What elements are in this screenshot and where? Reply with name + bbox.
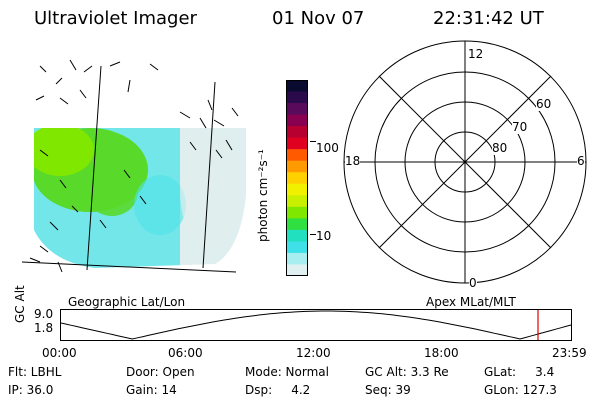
date-label: 01 Nov 07 [272,8,365,29]
gc-alt-status: GC Alt: 3.3 Re [365,365,449,379]
colorbar-segment [286,160,308,173]
mlt-label-0: 0 [469,276,477,290]
aurora-image [34,128,246,268]
lat-label-60: 60 [536,97,552,111]
colorbar-segment [286,80,308,93]
colorbar-border [286,80,308,276]
colorbar-unit-label: photon cm⁻²s⁻¹ [256,149,270,242]
colorbar-segment [286,218,308,231]
colorbar-segment [286,183,308,196]
colorbar-segment [286,172,308,185]
altitude-curve [60,310,572,340]
colorbar-segment [286,137,308,150]
orbit-xtick-2359: 23:59 [552,346,587,360]
orbit-ytick-9: 9.0 [34,307,54,321]
colorbar-segment [286,91,308,104]
orbit-altitude-plot [60,309,572,341]
polar-plot [343,40,587,284]
lat-label-80: 80 [492,141,508,155]
colorbar-segment [286,195,308,208]
map-panel-label: Geographic Lat/Lon [68,295,186,309]
mlt-label-6: 6 [577,154,585,168]
colorbar-tick-10 [310,234,316,235]
glat-status: GLat: 3.4 [484,365,555,379]
polar-diagonal-2 [378,75,552,249]
seq-status: Seq: 39 [365,383,411,397]
dsp-status: Dsp: 4.2 [245,383,311,397]
orbit-axis-title: GC Alt [13,285,27,323]
orbit-xtick-0600: 06:00 [168,346,203,360]
ip-status: IP: 36.0 [8,383,54,397]
instrument-title: Ultraviolet Imager [34,8,197,29]
colorbar-segment [286,264,308,277]
coastline-fragments [29,59,239,273]
time-label: 22:31:42 UT [433,8,544,29]
colorbar-tick-100 [310,141,316,142]
lat-label-70: 70 [512,120,528,134]
lat-lon-grid [21,65,237,273]
geographic-map [21,59,246,273]
colorbar-segment [286,126,308,139]
glon-status: GLon: 127.3 [484,383,557,397]
orbit-xtick-1200: 12:00 [296,346,331,360]
polar-panel-label: Apex MLat/MLT [426,295,516,309]
colorbar-segment [286,229,308,243]
orbit-xtick-0000: 00:00 [42,346,77,360]
colorbar-gradient [286,80,308,277]
gain-status: Gain: 14 [126,383,177,397]
mlt-label-18: 18 [345,154,361,168]
colorbar-segment [286,241,308,254]
colorbar [286,80,308,277]
filter-status: Flt: LBHL [8,365,62,379]
colorbar-segment [286,206,308,219]
colorbar-segment [286,149,308,162]
mlt-label-12: 12 [468,47,484,61]
orbit-xtick-1800: 18:00 [424,346,459,360]
colorbar-segment [286,252,308,266]
colorbar-segment [286,103,308,116]
colorbar-label-100: 100 [316,141,339,155]
orbit-ytick-1-8: 1.8 [34,321,54,335]
colorbar-label-10: 10 [316,229,332,243]
mode-status: Mode: Normal [245,365,329,379]
colorbar-segment [286,114,308,127]
door-status: Door: Open [126,365,195,379]
